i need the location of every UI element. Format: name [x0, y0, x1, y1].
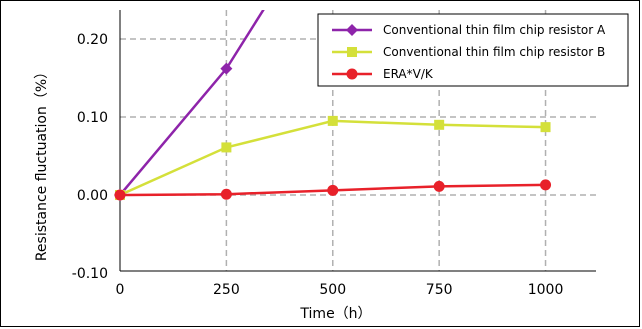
- x-tick-label: 0: [116, 282, 125, 298]
- x-axis-title: Time（h）: [299, 306, 371, 322]
- legend-label: Conventional thin film chip resistor B: [383, 45, 605, 59]
- data-point-3: [433, 180, 445, 192]
- data-point-3: [220, 188, 232, 200]
- data-point-3: [114, 189, 126, 201]
- legend-label: ERA*V/K: [383, 67, 434, 81]
- y-tick-label: 0.20: [77, 32, 108, 48]
- data-point-2: [327, 115, 338, 126]
- y-axis-title: Resistance fluctuation（%）: [34, 65, 50, 261]
- x-tick-label: 500: [319, 282, 346, 298]
- legend: Conventional thin film chip resistor A Co…: [317, 13, 629, 87]
- x-tick-label: 250: [213, 282, 240, 298]
- y-tick-label: 0.10: [77, 110, 108, 126]
- data-point-2: [221, 142, 232, 153]
- legend-swatch-marker: [346, 24, 358, 36]
- x-tick-label: 750: [426, 282, 453, 298]
- data-point-3: [327, 184, 339, 196]
- markers: [114, 62, 552, 201]
- data-point-1: [220, 62, 233, 75]
- series-line-1: [120, 10, 265, 196]
- legend-swatch-marker: [347, 47, 357, 57]
- x-tick-label: 1000: [528, 282, 564, 298]
- y-tick-label: -0.10: [72, 266, 108, 282]
- data-point-3: [540, 179, 552, 191]
- x-tick-labels: 0 250 500 750 1000: [116, 282, 564, 298]
- data-point-2: [540, 122, 551, 133]
- axes: [119, 10, 596, 272]
- legend-label: Conventional thin film chip resistor A: [383, 23, 606, 37]
- y-tick-label: 0.00: [77, 188, 108, 204]
- legend-swatch-marker: [346, 68, 358, 80]
- y-tick-labels: -0.10 0.00 0.10 0.20: [72, 32, 108, 282]
- data-point-2: [434, 119, 445, 130]
